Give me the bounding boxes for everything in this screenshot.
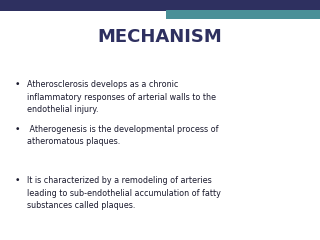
Text: •: • [15,80,20,89]
Text: •: • [15,125,20,134]
Text: It is characterized by a remodeling of arteries
leading to sub-endothelial accum: It is characterized by a remodeling of a… [27,176,221,210]
Bar [166,10,320,19]
Bar [0,0,320,11]
Text: MECHANISM: MECHANISM [98,28,222,46]
Text: Atherogenesis is the developmental process of
atheromatous plaques.: Atherogenesis is the developmental proce… [27,125,219,146]
Text: Atherosclerosis develops as a chronic
inflammatory responses of arterial walls t: Atherosclerosis develops as a chronic in… [27,80,216,114]
Text: •: • [15,176,20,185]
